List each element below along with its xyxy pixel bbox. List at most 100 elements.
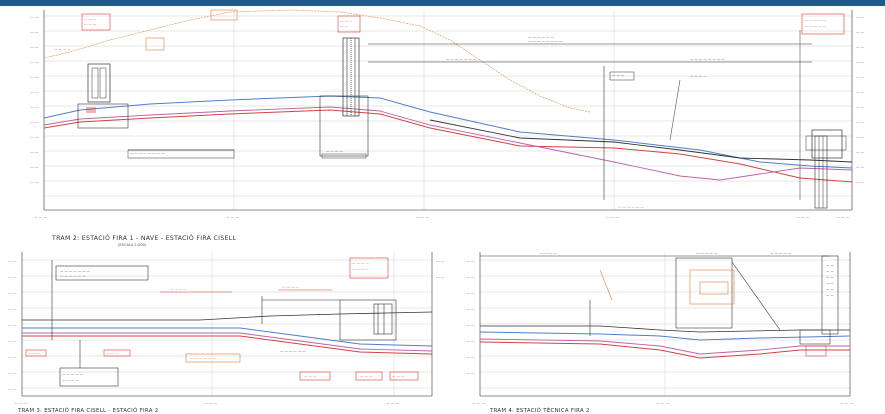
svg-text:— —: — — — [8, 259, 17, 263]
profile-blue-line — [43, 95, 853, 169]
svg-text:— —: — — — [856, 150, 865, 154]
svg-text:— —: — — — [30, 165, 39, 169]
top-dimension-lines — [127, 43, 812, 159]
svg-text:— —: — — — [30, 150, 39, 154]
svg-text:— —: — — — [30, 105, 39, 109]
svg-text:— — —: — — — — [360, 374, 373, 378]
svg-text:— —: — — — [30, 180, 39, 184]
station-end-structure — [805, 129, 847, 209]
svg-text:— — —: — — — — [392, 374, 405, 378]
station-1-structure — [77, 63, 129, 129]
svg-text:— —: — — — [8, 275, 17, 279]
bl-red-texts: — — — —— — — — — — — — — — — — — — — — — —… — [28, 261, 405, 378]
svg-text:— —: — — — [30, 30, 39, 34]
svg-text:— —: — — — [466, 307, 475, 311]
svg-text:— — — —: — — — — — [62, 378, 79, 382]
svg-text:— — — —: — — — — — [170, 287, 187, 291]
svg-text:— — —: — — — — [106, 351, 119, 355]
svg-text:— — — —: — — — — — [352, 261, 369, 265]
bl-right-vertical-text: — — — — — [436, 259, 445, 279]
bottom-left-axis-labels: — — — — — — — — — — — — — — — — — — — — — — — —… — [8, 259, 399, 405]
svg-text:— — —: — — — — [836, 215, 849, 219]
svg-text:— —: — — — [466, 275, 475, 279]
br-profile-red-line — [479, 341, 850, 359]
svg-text:— —: — — — [466, 355, 475, 359]
top-panel: — —— —— — — —— —— — — —— —— — — —— —— — … — [30, 9, 865, 247]
br-profile-magenta-line — [479, 338, 850, 355]
svg-text:— — —: — — — — [840, 401, 853, 405]
svg-text:— — —: — — — — [28, 351, 41, 355]
top-right-axis-labels: — — — — — — — — — — — — — — — — — — — — — — — — — [856, 15, 865, 184]
svg-text:— — — —: — — — — — [352, 267, 369, 271]
svg-text:— —: — — — [466, 291, 475, 295]
svg-text:— — — — — —: — — — — — — — [60, 274, 86, 278]
bl-profile-red-line — [22, 335, 433, 355]
terrain-line — [43, 9, 591, 113]
svg-text:— — — —: — — — — — [690, 74, 707, 78]
svg-text:— —: — — — [826, 275, 834, 279]
svg-text:— —: — — — [30, 60, 39, 64]
svg-text:— — — — — —: — — — — — — — [280, 349, 306, 353]
svg-text:— —: — — — [8, 323, 17, 327]
svg-text:— — — — — — —: — — — — — — — — [446, 57, 477, 61]
bottom-right-caption: TRAM 4: ESTACIÓ TÈCNICA FIRA 2 — [489, 406, 590, 414]
svg-text:— — —: — — — — [340, 19, 353, 23]
svg-text:— —: — — — [856, 180, 865, 184]
shaft-structure — [319, 37, 369, 159]
svg-text:— —: — — — [30, 45, 39, 49]
svg-text:— —: — — — [466, 259, 475, 263]
top-caption: TRAM 2: ESTACIÓ FIRA 1 - NAVE - ESTACIÓ … — [51, 233, 236, 242]
svg-text:— —: — — — [856, 105, 865, 109]
svg-text:— — — —: — — — — — [54, 47, 71, 51]
top-red-annotation-texts: — — —— — — — — —— — — — — — —— — — — — —… — [54, 17, 827, 209]
svg-text:— —: — — — [340, 24, 348, 28]
svg-text:— — — — —: — — — — — — [770, 251, 792, 255]
bl-red-annotations — [25, 257, 419, 381]
svg-text:— — —: — — — — [386, 401, 399, 405]
svg-text:— —: — — — [8, 371, 17, 375]
svg-text:— —: — — — [826, 293, 834, 297]
svg-text:— — —: — — — — [656, 401, 669, 405]
bottom-left-panel: — —— —— — — —— —— — — —— —— — — — — — — —… — [8, 252, 445, 414]
svg-text:— — — —: — — — — — [326, 149, 343, 153]
svg-text:— —: — — — [436, 259, 445, 263]
svg-text:— — —: — — — — [416, 215, 429, 219]
svg-text:— — —: — — — — [606, 215, 619, 219]
svg-text:— — — — — —: — — — — — — — [618, 205, 644, 209]
svg-text:— —: — — — [466, 371, 475, 375]
profile-red-line — [43, 109, 853, 183]
svg-text:— — —: — — — — [14, 401, 27, 405]
svg-text:— —: — — — [826, 263, 834, 267]
br-profile-blue-line — [479, 331, 851, 341]
svg-text:— — — — —: — — — — — — [696, 251, 718, 255]
svg-text:— — —: — — — — [84, 17, 97, 21]
svg-text:— —: — — — [436, 275, 445, 279]
bl-profile-blue-line — [22, 327, 433, 347]
svg-text:— —: — — — [8, 291, 17, 295]
svg-text:— —: — — — [826, 287, 834, 291]
br-structures — [480, 255, 839, 345]
svg-text:— —: — — — [856, 30, 865, 34]
svg-text:— —: — — — [8, 307, 17, 311]
svg-text:— — —: — — — — [204, 401, 217, 405]
svg-text:— — — — — — — —: — — — — — — — — — [528, 39, 563, 43]
bl-profile-black-line — [22, 311, 433, 321]
top-station-labels: — — — — — — — — — — — — — — — — — — — [34, 215, 849, 219]
svg-text:— — —: — — — — [304, 374, 317, 378]
top-subcaption: (ESCALA 1:500) — [118, 243, 147, 247]
svg-text:— —: — — — [30, 90, 39, 94]
svg-text:— — — — —: — — — — — — [805, 24, 827, 28]
bl-profile-magenta-line — [22, 332, 433, 352]
br-callout-texts: — — — — — — — — — — — — — — — — — — — — — … — [540, 251, 834, 297]
svg-text:— — — — — — —: — — — — — — — — [60, 269, 91, 273]
bl-structures — [51, 260, 397, 387]
svg-text:— —: — — — [856, 45, 865, 49]
svg-text:— —: — — — [30, 120, 39, 124]
bottom-right-grid — [480, 252, 850, 396]
bl-callout-texts: — — — — — — —— — — — — — — — — — —— — — … — [60, 269, 306, 382]
svg-text:— — — — — —: — — — — — — — [190, 356, 216, 360]
svg-text:— —: — — — [856, 135, 865, 139]
svg-text:— — — — —: — — — — — — [805, 18, 827, 22]
svg-text:— —: — — — [8, 355, 17, 359]
top-callout-texts: — — — — — — — — — — — — — — — — — — — — … — [130, 35, 725, 155]
